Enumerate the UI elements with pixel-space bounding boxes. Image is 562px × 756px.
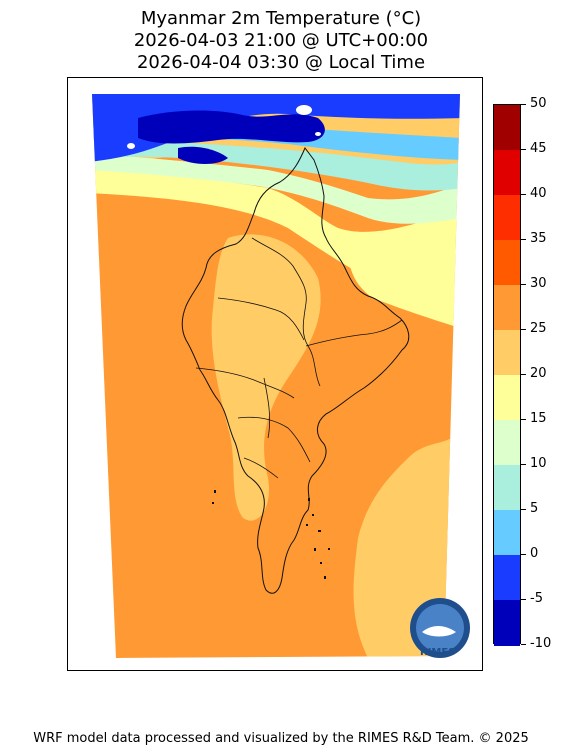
colorbar-segment [494,465,520,511]
colorbar-segment [494,285,520,331]
field-minus10-minus5 [138,110,325,144]
colorbar-tick-label: 15 [530,411,547,426]
field-20-25-mountains [211,234,321,521]
map-title-line-2: 2026-04-03 21:00 @ UTC+00:00 [133,30,429,51]
colorbar-tick [521,329,526,330]
colorbar-segment [494,195,520,241]
map-title-line-3: 2026-04-04 03:30 @ Local Time [136,52,426,73]
colorbar-segment [494,600,520,646]
colorbar-tick-label: 20 [530,366,547,381]
field-20-25-north [92,94,460,658]
colorbar-tick-label: 40 [530,186,547,201]
map-title-line-1: Myanmar 2m Temperature (°C) [140,8,422,29]
colorbar-segment [494,150,520,196]
colorbar-segment [494,105,520,151]
map-frame: RIMES [67,77,483,671]
colorbar-tick-label: 35 [530,231,547,246]
colorbar-tick-label: 30 [530,276,547,291]
colorbar-tick [521,104,526,105]
colorbar-tick-label: 25 [530,321,547,336]
colorbar-tick [521,239,526,240]
colorbar-tick [521,374,526,375]
colorbar-tick [521,194,526,195]
colorbar-tick-label: 45 [530,141,547,156]
colorbar-tick-label: -10 [530,636,552,651]
colorbar-segment [494,420,520,466]
colorbar-tick [521,644,526,645]
colorbar-tick [521,149,526,150]
colorbar-segment [494,375,520,421]
field-minus5-0 [92,94,460,162]
field-15-20-east [348,248,460,328]
colorbar-segment [494,510,520,556]
rimes-logo: RIMES [410,598,470,658]
temperature-map: RIMES [92,94,470,658]
footer-credit: WRF model data processed and visualized … [33,731,529,746]
colorbar-segment [494,555,520,601]
colorbar-segment [494,240,520,286]
colorbar-tick-label: -5 [530,591,543,606]
field-10-15 [92,153,460,224]
colorbar-tick [521,509,526,510]
colorbar-tick [521,554,526,555]
colorbar-tick-label: 10 [530,456,547,471]
colorbar-tick-label: 50 [530,96,547,111]
colorbar-tick [521,284,526,285]
colorbar [493,104,521,646]
coastal-islands [212,490,330,579]
colorbar-tick [521,419,526,420]
colorbar-tick-label: 5 [530,501,539,516]
colorbar-tick [521,599,526,600]
colorbar-tick-label: 0 [530,546,539,561]
colorbar-tick [521,464,526,465]
logo-text: RIMES [420,647,455,658]
country-border [181,147,410,594]
colorbar-segment [494,330,520,376]
